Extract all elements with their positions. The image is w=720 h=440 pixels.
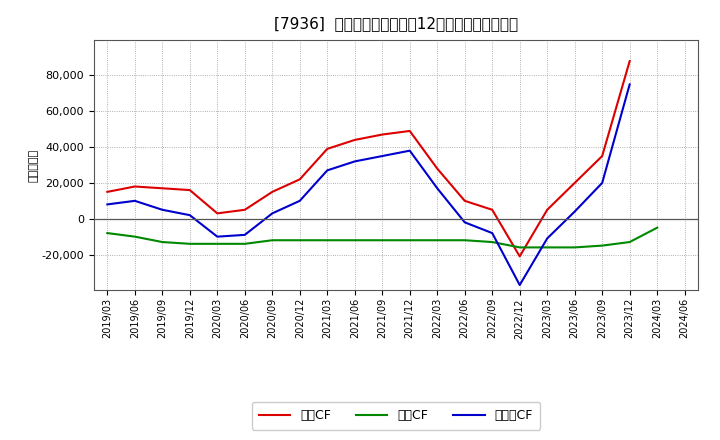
- フリーCF: [158, 207, 166, 213]
- 投資CF: [323, 238, 332, 243]
- 投資CF: [186, 241, 194, 246]
- フリーCF: [295, 198, 304, 203]
- Line: 投資CF: 投資CF: [107, 228, 657, 247]
- 営業CF: [460, 198, 469, 203]
- フリーCF: [433, 186, 441, 191]
- Line: フリーCF: フリーCF: [107, 84, 630, 285]
- フリーCF: [323, 168, 332, 173]
- フリーCF: [186, 213, 194, 218]
- 投資CF: [570, 245, 579, 250]
- Title: [7936]  キャッシュフローの12か月移動合計の推移: [7936] キャッシュフローの12か月移動合計の推移: [274, 16, 518, 32]
- フリーCF: [240, 232, 249, 238]
- 投資CF: [488, 239, 497, 245]
- 投資CF: [543, 245, 552, 250]
- Line: 営業CF: 営業CF: [107, 61, 630, 257]
- フリーCF: [516, 282, 524, 288]
- 営業CF: [186, 187, 194, 193]
- 投資CF: [653, 225, 662, 231]
- 営業CF: [213, 211, 222, 216]
- フリーCF: [570, 209, 579, 214]
- 投資CF: [378, 238, 387, 243]
- 投資CF: [460, 238, 469, 243]
- 営業CF: [268, 189, 276, 194]
- 投資CF: [626, 239, 634, 245]
- 投資CF: [433, 238, 441, 243]
- 営業CF: [433, 166, 441, 171]
- 営業CF: [323, 146, 332, 151]
- フリーCF: [351, 159, 359, 164]
- 投資CF: [130, 234, 139, 239]
- 営業CF: [598, 154, 606, 159]
- 営業CF: [351, 137, 359, 143]
- フリーCF: [543, 236, 552, 241]
- 営業CF: [488, 207, 497, 213]
- 投資CF: [268, 238, 276, 243]
- 営業CF: [158, 186, 166, 191]
- Legend: 営業CF, 投資CF, フリーCF: 営業CF, 投資CF, フリーCF: [251, 402, 541, 430]
- 営業CF: [626, 59, 634, 64]
- 営業CF: [543, 207, 552, 213]
- フリーCF: [268, 211, 276, 216]
- 投資CF: [158, 239, 166, 245]
- 投資CF: [103, 231, 112, 236]
- 投資CF: [598, 243, 606, 248]
- 営業CF: [130, 184, 139, 189]
- フリーCF: [378, 154, 387, 159]
- フリーCF: [626, 82, 634, 87]
- 営業CF: [103, 189, 112, 194]
- 投資CF: [405, 238, 414, 243]
- Y-axis label: （百万円）: （百万円）: [29, 148, 38, 182]
- 営業CF: [516, 254, 524, 259]
- フリーCF: [130, 198, 139, 203]
- 投資CF: [213, 241, 222, 246]
- フリーCF: [460, 220, 469, 225]
- 投資CF: [351, 238, 359, 243]
- 営業CF: [570, 180, 579, 186]
- 投資CF: [240, 241, 249, 246]
- フリーCF: [488, 231, 497, 236]
- 営業CF: [378, 132, 387, 137]
- フリーCF: [598, 180, 606, 186]
- フリーCF: [213, 234, 222, 239]
- 営業CF: [405, 128, 414, 134]
- 投資CF: [516, 245, 524, 250]
- 営業CF: [240, 207, 249, 213]
- 営業CF: [295, 177, 304, 182]
- フリーCF: [405, 148, 414, 153]
- フリーCF: [103, 202, 112, 207]
- 投資CF: [295, 238, 304, 243]
